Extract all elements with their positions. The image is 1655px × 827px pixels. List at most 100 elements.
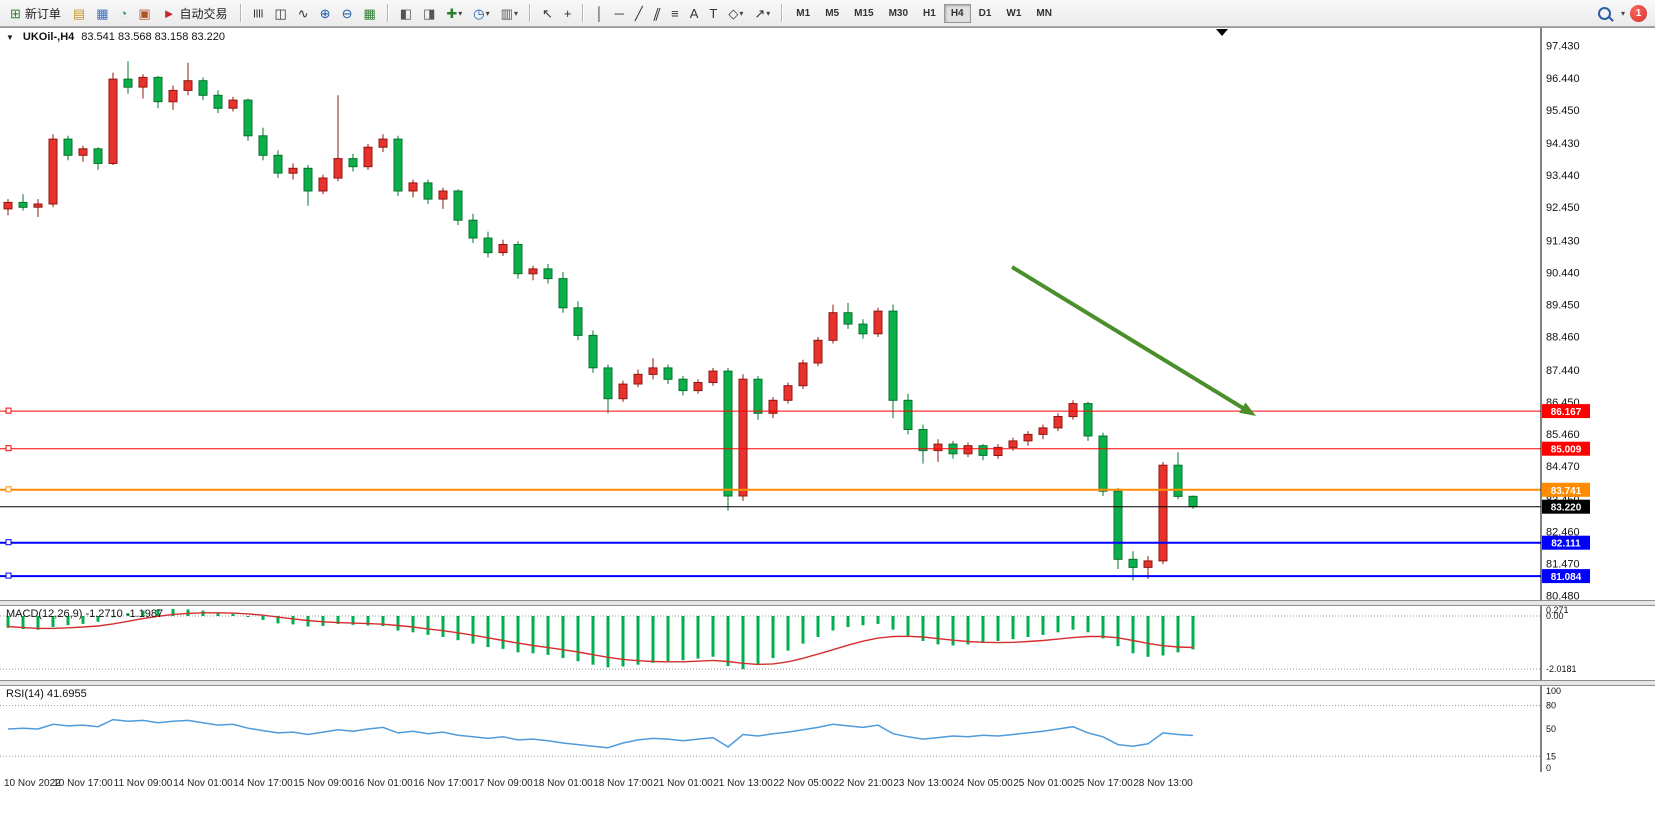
- text-label-icon: T: [709, 5, 718, 21]
- new-chart-icon: ✚: [446, 5, 458, 21]
- shapes-button[interactable]: ◇ ▾: [723, 4, 748, 23]
- svg-text:83.220: 83.220: [1551, 503, 1582, 514]
- vertical-line-button[interactable]: │: [590, 4, 608, 23]
- svg-text:90.440: 90.440: [1546, 268, 1580, 280]
- svg-text:0.00: 0.00: [1546, 611, 1564, 621]
- market-watch-button[interactable]: ▦: [91, 4, 113, 23]
- grid-button[interactable]: ▦: [358, 4, 380, 23]
- navigator-icon: ◔: [119, 5, 128, 21]
- chart-shift-icon: ▥: [500, 5, 513, 21]
- trendline-button[interactable]: ╱: [630, 4, 648, 23]
- ohlc-values: 83.541 83.568 83.158 83.220: [81, 31, 226, 43]
- tab-timeframe-m5[interactable]: M5: [818, 4, 846, 23]
- grid-icon: ▦: [363, 5, 376, 21]
- profiles-icon: ▤: [72, 5, 86, 21]
- svg-text:93.440: 93.440: [1546, 170, 1580, 182]
- svg-text:21 Nov 13:00: 21 Nov 13:00: [713, 778, 773, 789]
- svg-text:80.480: 80.480: [1546, 591, 1580, 600]
- chevron-down-icon: ▾: [513, 8, 518, 18]
- channel-icon: ∥: [651, 5, 663, 21]
- svg-text:92.450: 92.450: [1546, 202, 1580, 214]
- text-icon: A: [689, 5, 699, 21]
- cursor-button[interactable]: ↖: [537, 4, 558, 23]
- text-button[interactable]: A: [685, 4, 704, 23]
- horizontal-line-button[interactable]: ─: [610, 4, 629, 23]
- tab-timeframe-m15[interactable]: M15: [847, 4, 880, 23]
- svg-text:21 Nov 01:00: 21 Nov 01:00: [653, 778, 713, 789]
- tab-timeframe-m1[interactable]: M1: [789, 4, 817, 23]
- cursor-icon: ↖: [541, 5, 553, 21]
- new-order-label: 新订单: [24, 6, 61, 21]
- bar-chart-button[interactable]: ≣: [248, 4, 269, 23]
- line-chart-button[interactable]: ∿: [293, 4, 314, 23]
- candlestick-chart-button[interactable]: ◫: [269, 4, 291, 23]
- main-chart-canvas[interactable]: 97.430 96.440 95.450 94.430 93.440 92.450 91.4…: [0, 28, 1655, 600]
- horizontal-line-icon: ─: [614, 5, 624, 21]
- svg-text:10 Nov 17:00: 10 Nov 17:00: [53, 778, 113, 789]
- zoom-in-button[interactable]: ⊕: [315, 4, 336, 23]
- terminal-button[interactable]: ▣: [133, 4, 155, 23]
- svg-text:81.084: 81.084: [1551, 572, 1582, 583]
- chevron-down-icon[interactable]: ▾: [1620, 8, 1625, 18]
- profiles-button[interactable]: ▤: [68, 4, 90, 23]
- notification-badge[interactable]: 1: [1630, 4, 1647, 22]
- fibonacci-button[interactable]: ≡: [666, 4, 684, 23]
- chart-symbol-header: ▼ UKOil-,H4 83.541 83.568 83.158 83.220: [6, 31, 225, 43]
- toolbar-separator: [386, 4, 389, 22]
- bar-chart-icon: ≣: [250, 7, 266, 19]
- periods-button[interactable]: ◷ ▾: [468, 4, 494, 23]
- tab-timeframe-mn[interactable]: MN: [1029, 4, 1059, 23]
- svg-text:16 Nov 17:00: 16 Nov 17:00: [413, 778, 473, 789]
- svg-text:28 Nov 13:00: 28 Nov 13:00: [1133, 778, 1193, 789]
- chevron-down-icon: ▾: [458, 8, 463, 18]
- tile-vertical-button[interactable]: ◨: [418, 4, 440, 23]
- clock-icon: ◷: [473, 5, 485, 21]
- toolbar-separator: [582, 4, 585, 22]
- svg-text:14 Nov 01:00: 14 Nov 01:00: [173, 778, 233, 789]
- macd-label-text: MACD(12,26,9) -1.2710 -1.1987: [6, 608, 164, 620]
- tab-timeframe-m30[interactable]: M30: [882, 4, 915, 23]
- zoom-out-button[interactable]: ⊖: [337, 4, 358, 23]
- chart-shift-button[interactable]: ▥ ▾: [496, 4, 523, 23]
- trendline-icon: ╱: [634, 5, 643, 21]
- macd-panel-canvas[interactable]: 0.2710.00 -2.0181: [0, 606, 1655, 680]
- arrows-button[interactable]: ↗ ▾: [749, 4, 775, 23]
- svg-text:91.430: 91.430: [1546, 235, 1580, 247]
- tab-timeframe-d1[interactable]: D1: [972, 4, 999, 23]
- tile-horizontal-button[interactable]: ◧: [395, 4, 417, 23]
- navigator-button[interactable]: ◔: [115, 4, 133, 23]
- shapes-icon: ◇: [728, 5, 739, 21]
- rsi-panel-canvas[interactable]: 100 80 50 15 0: [0, 686, 1655, 772]
- text-label-button[interactable]: T: [704, 4, 722, 23]
- svg-text:22 Nov 21:00: 22 Nov 21:00: [833, 778, 893, 789]
- new-chart-button[interactable]: ✚ ▾: [441, 4, 467, 23]
- rsi-label-text: RSI(14) 41.6955: [6, 688, 87, 700]
- svg-text:100: 100: [1546, 686, 1561, 696]
- crosshair-button[interactable]: +: [559, 4, 577, 23]
- svg-text:18 Nov 01:00: 18 Nov 01:00: [533, 778, 593, 789]
- crosshair-icon: +: [563, 5, 572, 21]
- chevron-down-icon: ▾: [766, 8, 771, 18]
- svg-text:25 Nov 17:00: 25 Nov 17:00: [1073, 778, 1133, 789]
- panel-separator[interactable]: [0, 600, 1655, 606]
- autotrading-button[interactable]: ► 自动交易: [157, 2, 234, 25]
- one-click-trading-toggle[interactable]: ▼: [6, 32, 14, 42]
- channel-button[interactable]: ∥: [649, 4, 666, 23]
- zoom-out-icon: ⊖: [341, 5, 353, 21]
- svg-text:17 Nov 09:00: 17 Nov 09:00: [473, 778, 533, 789]
- tab-timeframe-h4[interactable]: H4: [943, 3, 971, 23]
- svg-text:15 Nov 09:00: 15 Nov 09:00: [293, 778, 353, 789]
- svg-text:15: 15: [1546, 751, 1556, 761]
- panel-separator[interactable]: [0, 680, 1655, 686]
- tab-timeframe-h1[interactable]: H1: [916, 4, 943, 23]
- svg-text:11 Nov 09:00: 11 Nov 09:00: [114, 778, 173, 789]
- tile-horizontal-icon: ◧: [399, 5, 413, 21]
- tab-timeframe-w1[interactable]: W1: [999, 4, 1028, 23]
- svg-text:23 Nov 13:00: 23 Nov 13:00: [893, 778, 953, 789]
- svg-text:0: 0: [1546, 763, 1551, 772]
- search-icon[interactable]: [1597, 6, 1611, 20]
- svg-text:81.470: 81.470: [1546, 559, 1580, 571]
- new-order-button[interactable]: ⊞ 新订单: [4, 2, 67, 25]
